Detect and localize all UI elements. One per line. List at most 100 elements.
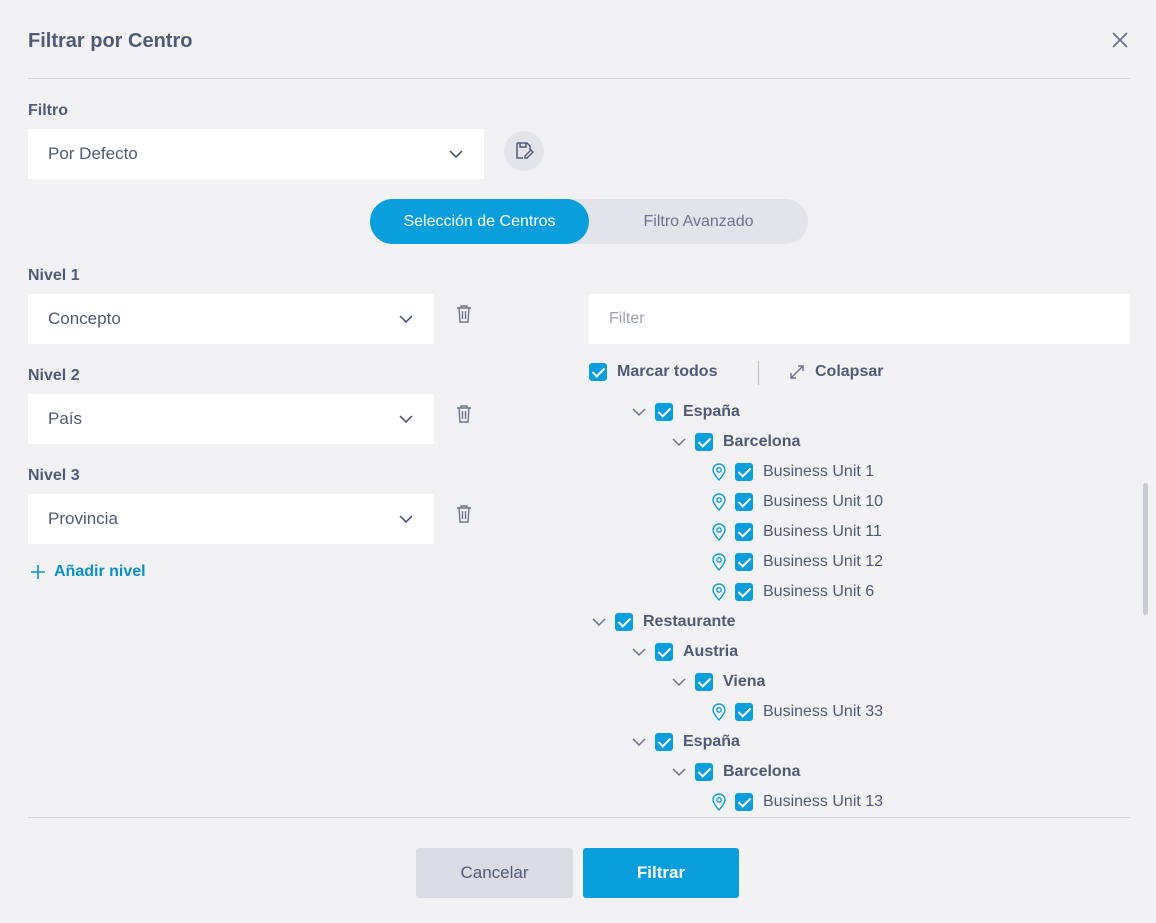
location-pin-icon: [711, 493, 727, 512]
dialog-title: Filtrar por Centro: [28, 30, 193, 52]
tree-group-row[interactable]: Viena: [671, 667, 765, 697]
tree-node-label: Business Unit 12: [763, 553, 884, 570]
level-3-select[interactable]: Provincia: [28, 494, 434, 544]
tree-node-label: Business Unit 11: [763, 523, 882, 540]
tree-scrollbar[interactable]: [1143, 483, 1148, 615]
location-pin-icon: [711, 583, 727, 602]
center-tree: España Barcelona Business Unit 1 Business U…: [589, 397, 1134, 815]
mark-all-label: Marcar todos: [617, 363, 718, 380]
chevron-down-icon[interactable]: [591, 614, 607, 630]
checkbox-checked-icon[interactable]: [695, 673, 713, 691]
checkbox-checked-icon[interactable]: [735, 463, 753, 481]
chevron-down-icon[interactable]: [671, 434, 687, 450]
tree-group-row[interactable]: Restaurante: [591, 607, 735, 637]
cancel-button[interactable]: Cancelar: [416, 848, 573, 898]
tree-node-label: Business Unit 13: [763, 793, 884, 810]
chevron-down-icon[interactable]: [631, 734, 647, 750]
checkbox-checked-icon[interactable]: [735, 583, 753, 601]
filter-select[interactable]: Por Defecto: [28, 129, 484, 179]
tree-leaf-row[interactable]: Business Unit 33: [711, 697, 883, 727]
checkbox-checked-icon[interactable]: [735, 493, 753, 511]
expand-arrows-icon: [790, 365, 804, 379]
tree-node-label: Business Unit 33: [763, 703, 884, 720]
level-2-label: Nivel 2: [28, 367, 80, 384]
plus-icon: [31, 565, 45, 579]
checkbox-checked-icon[interactable]: [655, 733, 673, 751]
tree-group-row[interactable]: Austria: [631, 637, 738, 667]
checkbox-checked-icon[interactable]: [735, 793, 753, 811]
level-2-select[interactable]: País: [28, 394, 434, 444]
tree-node-label: Business Unit 10: [763, 493, 884, 510]
tree-node-label: Barcelona: [723, 763, 801, 780]
level-1-value: Concepto: [48, 309, 121, 328]
checkbox-checked-icon[interactable]: [589, 363, 607, 381]
checkbox-checked-icon[interactable]: [735, 553, 753, 571]
tree-node-label: Barcelona: [723, 433, 801, 450]
tree-group-row[interactable]: España: [631, 397, 740, 427]
tree-leaf-row[interactable]: Business Unit 6: [711, 577, 874, 607]
tree-leaf-row[interactable]: Business Unit 10: [711, 487, 883, 517]
close-icon[interactable]: [1108, 28, 1132, 52]
tree-group-row[interactable]: España: [631, 727, 740, 757]
controls-divider: [758, 361, 759, 385]
footer-divider: [28, 817, 1130, 818]
chevron-down-icon: [399, 415, 413, 424]
location-pin-icon: [711, 463, 727, 482]
tree-leaf-row[interactable]: Business Unit 13: [711, 787, 883, 815]
mark-all-toggle[interactable]: Marcar todos: [589, 363, 717, 381]
chevron-down-icon[interactable]: [671, 764, 687, 780]
tree-node-label: Restaurante: [643, 613, 736, 630]
tree-node-label: Austria: [683, 643, 739, 660]
tree-node-label: España: [683, 733, 740, 750]
filter-select-value: Por Defecto: [48, 144, 138, 163]
checkbox-checked-icon[interactable]: [695, 433, 713, 451]
checkbox-checked-icon[interactable]: [655, 403, 673, 421]
chevron-down-icon: [399, 515, 413, 524]
level-1-label: Nivel 1: [28, 267, 80, 284]
filter-label: Filtro: [28, 102, 68, 119]
level-3-label: Nivel 3: [28, 467, 80, 484]
level-1-select[interactable]: Concepto: [28, 294, 434, 344]
tree-group-row[interactable]: Barcelona: [671, 757, 800, 787]
location-pin-icon: [711, 793, 727, 812]
level-2-value: País: [48, 409, 83, 428]
collapse-button[interactable]: Colapsar: [789, 363, 883, 381]
trash-icon[interactable]: [455, 304, 473, 324]
checkbox-checked-icon[interactable]: [615, 613, 633, 631]
chevron-down-icon[interactable]: [631, 644, 647, 660]
checkbox-checked-icon[interactable]: [655, 643, 673, 661]
tree-filter-input[interactable]: [589, 294, 1130, 344]
trash-icon[interactable]: [455, 404, 473, 424]
trash-icon[interactable]: [455, 504, 473, 524]
add-level-button[interactable]: Añadir nivel: [30, 563, 146, 581]
checkbox-checked-icon[interactable]: [735, 523, 753, 541]
level-3-value: Provincia: [48, 509, 118, 528]
tree-node-label: España: [683, 403, 740, 420]
header-divider: [28, 78, 1130, 79]
tree-node-label: Business Unit 6: [763, 583, 875, 600]
chevron-down-icon[interactable]: [671, 674, 687, 690]
tree-leaf-row[interactable]: Business Unit 11: [711, 517, 882, 547]
tree-group-row[interactable]: Barcelona: [671, 427, 800, 457]
location-pin-icon: [711, 553, 727, 572]
save-filter-button[interactable]: [504, 131, 544, 171]
view-toggle: Selección de Centros Filtro Avanzado: [370, 199, 808, 244]
tree-leaf-row[interactable]: Business Unit 1: [711, 457, 874, 487]
filter-button[interactable]: Filtrar: [583, 848, 739, 898]
checkbox-checked-icon[interactable]: [695, 763, 713, 781]
add-level-label: Añadir nivel: [54, 563, 146, 580]
location-pin-icon: [711, 523, 727, 542]
tree-leaf-row[interactable]: Business Unit 12: [711, 547, 883, 577]
chevron-down-icon[interactable]: [631, 404, 647, 420]
location-pin-icon: [711, 703, 727, 722]
tab-center-selection[interactable]: Selección de Centros: [370, 199, 589, 244]
tab-advanced-filter[interactable]: Filtro Avanzado: [643, 212, 754, 230]
checkbox-checked-icon[interactable]: [735, 703, 753, 721]
collapse-label: Colapsar: [815, 363, 884, 380]
chevron-down-icon: [399, 315, 413, 324]
tree-node-label: Viena: [723, 673, 766, 690]
save-edit-icon: [516, 142, 534, 159]
tree-node-label: Business Unit 1: [763, 463, 875, 480]
chevron-down-icon: [449, 150, 463, 159]
